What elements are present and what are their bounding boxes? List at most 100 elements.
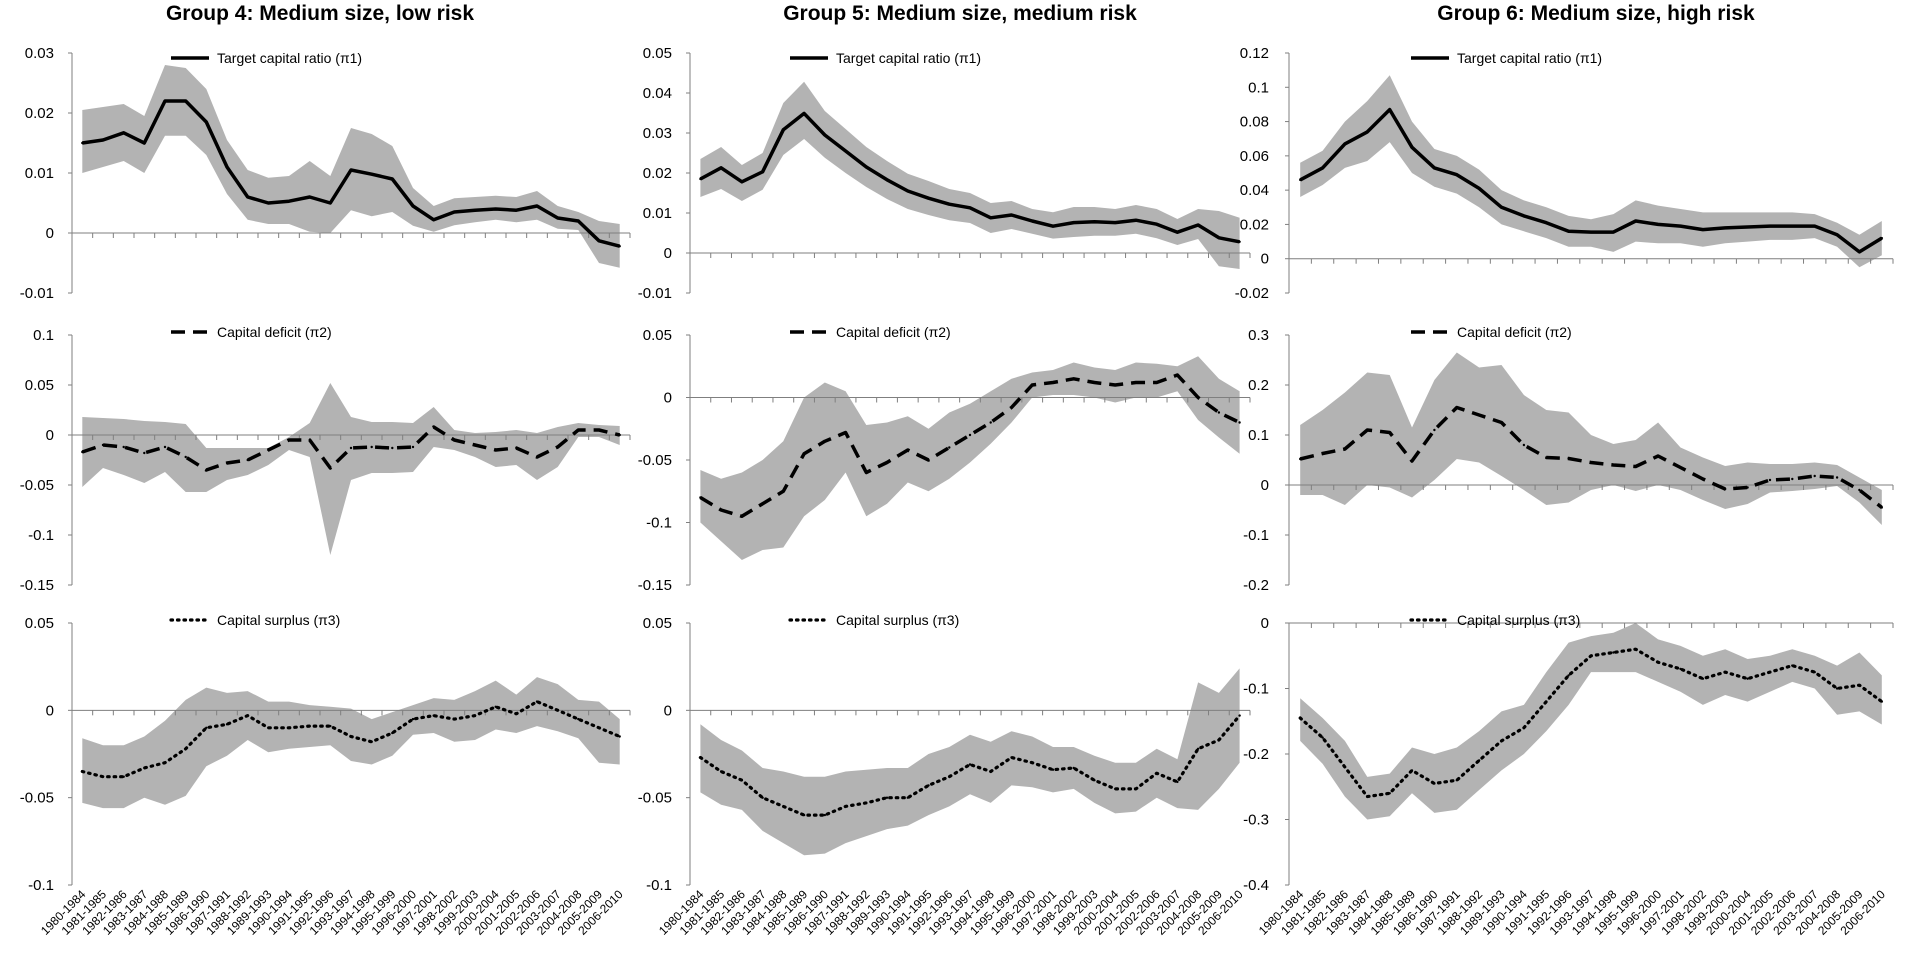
y-tick-label: 0.05 [643,615,672,632]
data-point [1724,670,1727,674]
series-line [698,713,1242,817]
data-point [184,99,187,103]
data-point [823,813,826,817]
confidence-band [700,356,1240,560]
data-point [453,210,456,214]
data-point [1612,230,1615,234]
data-point [1366,428,1369,432]
data-point [370,445,373,449]
data-point [1835,476,1839,479]
data-point [287,726,291,729]
y-tick-label: -0.3 [1243,812,1269,829]
data-point [515,209,518,212]
data-point [1455,173,1459,176]
y-tick-label: 0.03 [25,45,54,62]
data-point [163,99,167,103]
y-tick-label: -0.05 [20,477,54,494]
data-point [865,165,868,169]
data-point [1567,230,1570,233]
data-point [1455,406,1459,409]
y-tick-label: -0.1 [28,877,54,894]
group-6-title: Group 6: Medium size, high risk [1437,2,1755,25]
data-point [184,747,187,750]
data-point [1176,231,1179,234]
y-tick-label: 0.1 [1248,79,1269,96]
data-point [1813,670,1816,674]
data-point [1500,206,1503,209]
data-point [1321,166,1324,170]
data-point [1410,146,1414,149]
y-tick-label: 0.1 [1248,427,1269,444]
data-point [968,433,972,437]
data-point [411,717,415,721]
data-point [1634,219,1637,223]
data-point [1455,779,1459,782]
y-tick-label: 0.2 [1248,377,1269,394]
data-point [205,120,208,124]
data-point [122,445,125,449]
data-point [1634,648,1637,651]
data-point [597,726,601,729]
data-point [577,219,580,223]
legend: Target capital ratio (π1) [790,50,981,66]
y-tick-label: 0 [664,702,672,719]
data-point [906,448,909,452]
data-point [1858,488,1861,492]
y-tick-label: -0.05 [638,790,672,807]
data-point [1010,406,1013,409]
data-point [473,209,477,212]
y-tick-label: 0 [1261,477,1269,494]
panel-1-0: -0.01 0 0.01 0.02 0.03 0.04 0.05 Target capital… [638,45,1251,302]
data-point [308,195,311,199]
data-point [101,138,105,142]
data-point [885,796,889,799]
data-point [1010,213,1013,217]
data-point [225,461,229,465]
data-point [1545,700,1548,703]
data-point [453,438,456,442]
data-point [719,770,723,773]
data-point [782,490,785,493]
legend: Capital surplus (π3) [169,612,340,628]
data-point [948,446,951,449]
data-point [948,775,951,778]
data-point [1176,373,1179,377]
data-point [1217,411,1221,414]
data-point [267,448,270,452]
confidence-band [700,81,1240,269]
y-tick-label: 0.3 [1248,327,1269,344]
data-point [329,466,332,470]
data-point [802,452,806,455]
data-point [1238,240,1241,243]
data-point [1051,768,1055,771]
data-point [370,173,373,176]
data-point [1500,421,1503,424]
data-point [1072,221,1075,224]
data-point [968,206,972,209]
data-point [494,705,497,708]
y-tick-label: 0.03 [643,125,672,142]
y-tick-label: -0.05 [20,790,54,807]
data-point [1634,465,1637,468]
data-point [577,428,580,432]
data-point [1522,214,1526,218]
y-tick-label: -0.4 [1243,877,1269,894]
legend: Capital surplus (π3) [788,612,959,628]
data-point [556,216,559,220]
data-point [885,461,889,464]
data-point [1196,396,1200,399]
data-point [1567,457,1570,460]
data-point [1791,664,1794,667]
data-point [1343,447,1347,451]
confidence-band [82,383,620,555]
data-point [802,813,806,817]
panel-1-1: -0.15 -0.1 -0.05 0 0.05 Capital deficit (π2) [638,324,1251,594]
confidence-band [700,668,1240,856]
data-point [225,723,229,726]
y-tick-label: 0 [664,390,672,407]
data-point [556,445,559,449]
data-point [1858,250,1861,254]
data-point [1321,452,1324,455]
data-point [1880,506,1884,509]
